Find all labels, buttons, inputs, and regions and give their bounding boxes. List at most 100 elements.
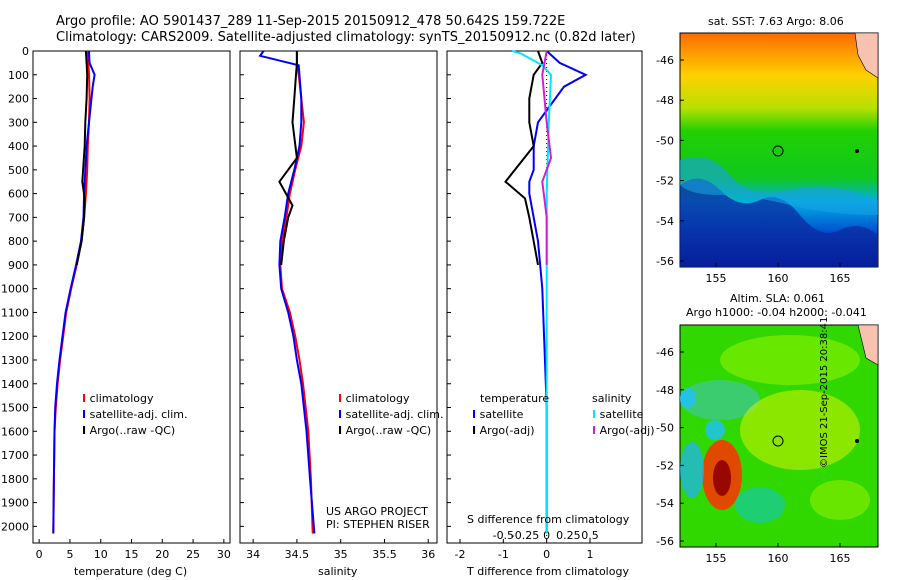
x-tick-label: 25 [186,548,200,561]
x-tick-label: -2 [455,548,466,561]
plot-frame [239,50,438,544]
x-tick-label: 35.5 [372,548,397,561]
island-marker [855,149,859,153]
x-tick-label-top: 0.5 [581,529,599,542]
map-y-tick-label: -56 [656,535,674,548]
map-x-tick-label: 155 [706,272,727,285]
y-tick-label: 700 [8,211,29,224]
project-label: US ARGO PROJECT [326,505,428,518]
y-tick-label: 200 [8,93,29,106]
legend-item-t-argo: Argo(-adj) [479,424,535,437]
x-tick-label: 35 [334,548,348,561]
x-tick-label: 34 [246,548,260,561]
plot-frame [32,50,231,544]
plot-frame [446,50,643,544]
map-y-tick-label: -52 [656,175,674,188]
x-tick-label: 20 [155,548,169,561]
island-marker-sla [855,439,859,443]
map-y-tick-label: -54 [656,215,674,228]
y-tick-label: 1500 [1,402,29,415]
argo-location-marker [772,145,784,157]
y-tick-label: 1200 [1,330,29,343]
y-tick-label: 100 [8,69,29,82]
argo-location-marker-sla [772,435,784,447]
legend-item-argo: I Argo(..raw -QC) [82,424,176,437]
map-y-tick-label: -48 [656,94,674,107]
map-y-tick-label: -56 [656,255,674,268]
series-line-satellite-adj--clim- [52,50,96,534]
map-axes: -46 -48 -50 -52 -54 -56 155 160 165 -46 -48 -50 -52 -… [656,54,850,565]
y-tick-label: 1400 [1,378,29,391]
legend-temperature: I climatology I satellite-adj. clim. I A… [82,391,188,439]
map-y-tick-label: -52 [656,459,674,472]
y-tick-label: 1900 [1,497,29,510]
x-tick-label-top: 0.25 [556,529,581,542]
y-tick-label: 900 [8,259,29,272]
x-axis-label-s-diff: S difference from climatology [467,513,630,526]
x-tick-label: 36 [421,548,435,561]
legend-item-satellite: I satellite-adj. clim. [338,408,444,421]
x-tick-label: 5 [66,548,73,561]
legend-header-temperature: temperature [480,392,550,405]
legend-item-s-satellite: satellite [599,408,644,421]
y-tick-label: 600 [8,188,29,201]
y-tick-label: 1800 [1,473,29,486]
sst-map-title: sat. SST: 7.63 Argo: 8.06 [708,15,844,28]
y-tick-label: 0 [22,45,29,58]
series-line-satellite [511,50,553,534]
map-y-tick-label: -54 [656,497,674,510]
legend-item-satellite: I satellite-adj. clim. [82,408,188,421]
profile-panel-2: -2-101-0.5-0.2500.250.5 [446,50,643,561]
profile-panel-0: 0100200300400500600700800900100011001200… [1,45,231,561]
sla-map-title-1: Altim. SLA: 0.061 [730,292,826,305]
series-line-climatology [52,50,91,534]
y-tick-label: 400 [8,140,29,153]
x-tick-label: -1 [498,548,509,561]
series-line-argo--adj- [504,50,544,266]
map-x-tick-label: 160 [768,552,789,565]
series-line-argo---raw--qc- [75,50,89,266]
series-line-argo---raw--qc- [278,51,298,266]
pi-label: PI: STEPHEN RISER [326,518,430,531]
y-tick-label: 1100 [1,306,29,319]
y-tick-label: 1700 [1,449,29,462]
legend-item-climatology: I climatology [82,392,154,405]
x-tick-label: 15 [125,548,139,561]
y-tick-label: 1300 [1,354,29,367]
legend-item-t-satellite: satellite [479,408,524,421]
profile-panels: 0100200300400500600700800900100011001200… [1,45,643,561]
map-x-tick-label: 155 [706,552,727,565]
profile-panel-1: 34 34.5 35 35.5 36 [239,50,438,561]
legend-difference: temperature salinity I satellite I satelli… [472,392,655,437]
sla-map-title-2: Argo h1000: -0.04 h2000: -0.041 [686,306,867,319]
legend-salinity: I climatology I satellite-adj. clim. I A… [338,391,444,439]
y-tick-label: 300 [8,116,29,129]
map-y-tick-label: -50 [656,422,674,435]
map-x-tick-label: 165 [830,272,851,285]
map-y-tick-label: -46 [656,346,674,359]
y-tick-label: 500 [8,164,29,177]
x-axis-label-salinity: salinity [318,565,358,578]
x-tick-label: 10 [94,548,108,561]
map-x-tick-label: 165 [830,552,851,565]
legend-item-s-argo: Argo(-adj) [599,424,655,437]
map-x-tick-label: 160 [768,272,789,285]
x-axis-label-t-diff: T difference from climatology [467,565,629,578]
x-tick-label: 0 [36,548,43,561]
sst-map [679,32,879,268]
title-line-1: Argo profile: AO 5901437_289 11-Sep-2015… [56,14,566,29]
legend-item-climatology: I climatology [338,392,410,405]
map-y-tick-label: -50 [656,134,674,147]
legend-header-salinity: salinity [592,392,632,405]
x-tick-label: 30 [217,548,231,561]
map-y-tick-label: -46 [656,54,674,67]
map-y-tick-label: -48 [656,384,674,397]
series-line-satellite-adj--clim- [258,50,316,534]
y-tick-label: 1600 [1,425,29,438]
x-tick-label: 34.5 [285,548,310,561]
credit-label: ©IMOS 21-Sep-2015 20:38:41 [819,316,830,468]
y-tick-label: 2000 [1,520,29,533]
x-tick-label: 1 [587,548,594,561]
sla-map [679,324,879,548]
